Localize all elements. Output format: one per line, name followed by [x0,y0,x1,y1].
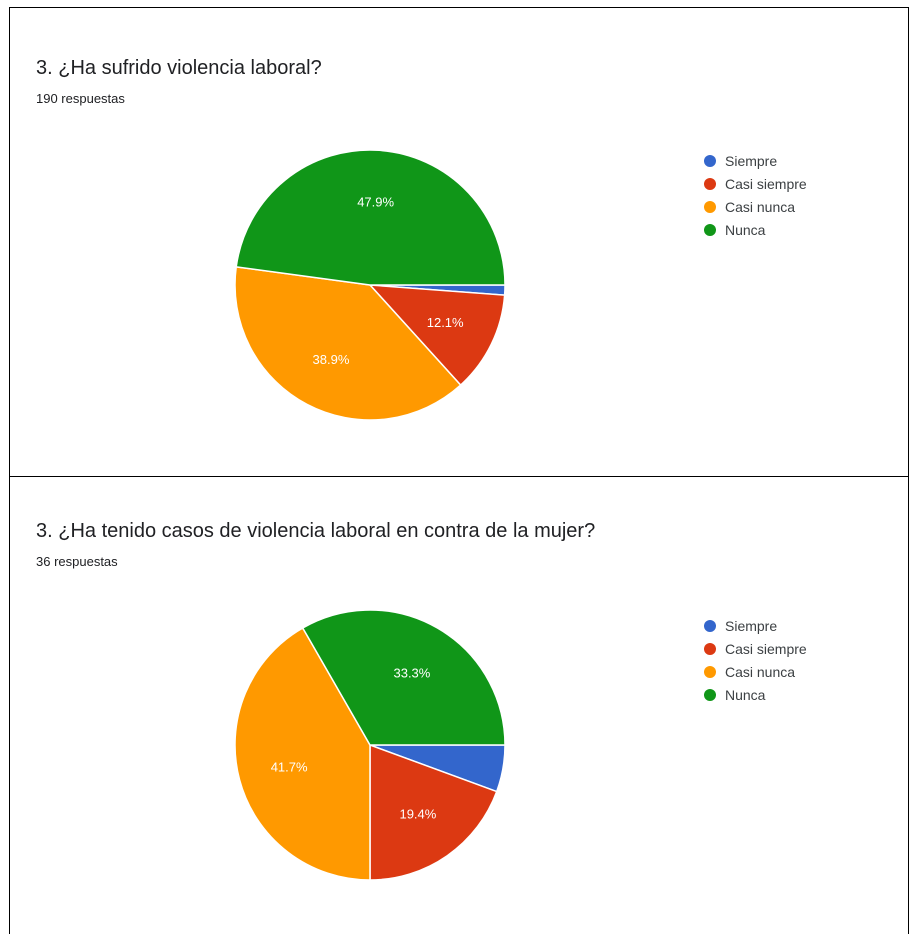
pie-slice-nunca[interactable] [235,149,506,286]
pie-slice-nunca[interactable] [301,609,506,746]
chart-panel-violencia-laboral: 3. ¿Ha sufrido violencia laboral? 190 re… [9,7,909,477]
legend-swatch [704,200,716,213]
legend-swatch [704,642,716,655]
slice-data-label-casi-nunca: 38.9% [313,352,350,367]
legend-item-siempre[interactable]: Siempre [704,149,807,172]
response-count: 36 respuestas [36,554,118,569]
legend-label: Casi nunca [725,663,796,680]
legend-swatch [704,688,716,701]
slice-data-label-casi-siempre: 19.4% [399,807,436,822]
chart-legend: Siempre Casi siempre Casi nunca Nunca [704,149,807,241]
legend-item-casi-siempre[interactable]: Casi siempre [704,637,807,660]
pie-slice-casi-nunca[interactable] [234,626,371,881]
legend-swatch [704,154,716,167]
legend-swatch [704,177,716,190]
legend-swatch [704,619,716,632]
legend-item-siempre[interactable]: Siempre [704,614,807,637]
chart-panel-violencia-mujer: 3. ¿Ha tenido casos de violencia laboral… [9,476,909,934]
response-count: 190 respuestas [36,91,125,106]
chart-legend: Siempre Casi siempre Casi nunca Nunca [704,614,807,706]
slice-data-label-nunca: 47.9% [357,194,394,209]
legend-swatch [704,223,716,236]
legend-label: Casi siempre [725,640,807,657]
pie-chart: 19.4% 41.7% 33.3% [234,609,506,881]
legend-item-casi-nunca[interactable]: Casi nunca [704,660,807,683]
legend-label: Nunca [725,686,766,703]
pie-slice-casi-nunca[interactable] [234,265,462,421]
legend-label: Siempre [725,617,778,634]
legend-item-casi-siempre[interactable]: Casi siempre [704,172,807,195]
slice-data-label-casi-siempre: 12.1% [427,315,464,330]
legend-item-nunca[interactable]: Nunca [704,683,807,706]
chart-title: 3. ¿Ha tenido casos de violencia laboral… [36,520,596,542]
legend-swatch [704,665,716,678]
slice-data-label-casi-nunca: 41.7% [271,760,308,775]
legend-label: Nunca [725,221,766,238]
pie-slice-casi-siempre[interactable] [369,743,498,881]
pie-slice-casi-siempre[interactable] [368,284,506,387]
legend-label: Casi nunca [725,198,796,215]
legend-label: Casi siempre [725,175,807,192]
legend-item-nunca[interactable]: Nunca [704,218,807,241]
chart-title: 3. ¿Ha sufrido violencia laboral? [36,57,322,79]
legend-label: Siempre [725,152,778,169]
pie-chart: 12.1% 38.9% 47.9% [234,149,506,421]
legend-item-casi-nunca[interactable]: Casi nunca [704,195,807,218]
slice-data-label-nunca: 33.3% [393,666,430,681]
